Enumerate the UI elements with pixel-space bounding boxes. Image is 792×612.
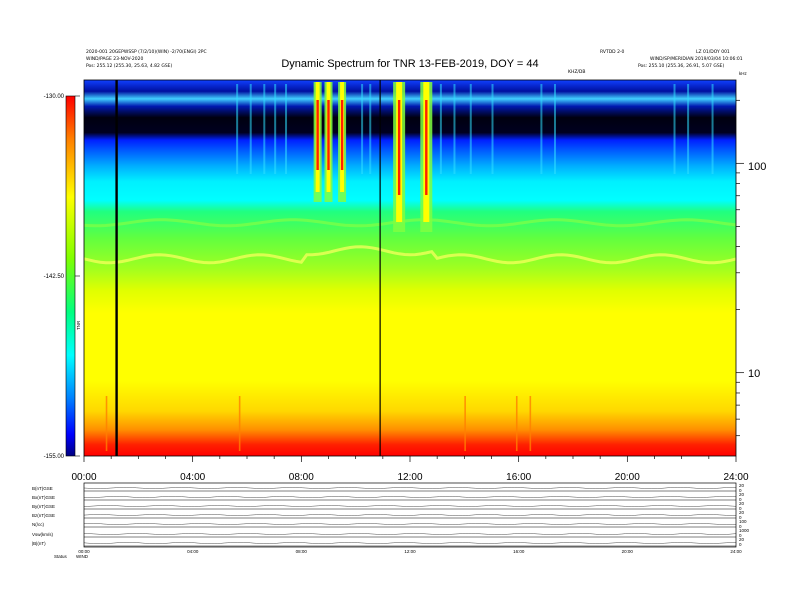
spectrogram-background <box>84 80 736 456</box>
spectrum-streak <box>361 84 364 174</box>
radio-burst-peak <box>340 100 344 170</box>
header-mid-label: KHZ/DB <box>568 70 586 75</box>
low-freq-spike <box>238 396 241 451</box>
colorbar-label: TNR <box>76 320 81 330</box>
radio-burst-peak <box>397 100 401 195</box>
colorbar <box>65 95 76 457</box>
colorbar-tick-bottom: -155.00 <box>44 454 65 460</box>
spectrum-streak <box>540 84 543 174</box>
panel-rtick-11: 0 <box>739 533 742 538</box>
panel-rtick-0: 20 <box>739 483 745 488</box>
header-left-line3: Pos: 255.12 (255.30, 25.63, 4.82 GSE) <box>86 64 173 69</box>
panel-time-3: 12:00 <box>404 549 416 554</box>
panel-trace <box>83 523 737 525</box>
panel-time-1: 04:00 <box>187 549 199 554</box>
panel-time-6: 24:00 <box>730 549 742 554</box>
radio-burst-peak <box>425 100 428 195</box>
radio-burst-peak <box>316 100 319 170</box>
spectrum-streak <box>274 84 277 174</box>
panel-time-4: 16:00 <box>513 549 525 554</box>
colorbar-tick-top: -130.00 <box>44 94 65 100</box>
panel-trace <box>83 496 737 498</box>
header-left-line2: WIND/PAGE 23-NOV-2020 <box>86 57 144 62</box>
panel-time-0: 00:00 <box>78 549 90 554</box>
spectrum-streak <box>687 84 690 174</box>
spectrum-streak <box>285 84 288 174</box>
panel-rtick-6: 20 <box>739 510 745 515</box>
spectrum-streak <box>673 84 676 174</box>
time-axis <box>83 456 737 462</box>
colorbar-tick-mid: -142.50 <box>44 274 65 280</box>
freq-tick-10: 10 <box>748 368 760 380</box>
panel-rtick-10: 1000 <box>739 528 750 533</box>
panel-label-5: Vsw(km/s) <box>32 532 53 537</box>
panel-trace <box>83 514 736 516</box>
spectrum-streak <box>453 84 456 174</box>
spectrogram-overlays <box>83 80 737 456</box>
footer-label: Status <box>54 554 68 559</box>
time-tick-1: 04:00 <box>180 472 205 483</box>
spectrum-streak <box>491 84 494 174</box>
time-tick-6: 24:00 <box>723 472 748 483</box>
radio-burst-peak <box>327 100 330 170</box>
panel-label-6: |B|(nT) <box>32 541 46 546</box>
chart-title: Dynamic Spectrum for TNR 13-FEB-2019, DO… <box>281 58 539 70</box>
panel-label-4: N(/cc) <box>32 522 44 527</box>
header-right-line3: Pos: 255.10 (255.36, 26.91, 5.07 GSE) <box>638 64 725 69</box>
panel-trace <box>83 505 737 507</box>
low-freq-spike <box>515 396 518 451</box>
header-right-corner: LZ 01/DOY 001 <box>696 50 730 55</box>
panel-rtick-9: 0 <box>739 524 742 529</box>
spectrum-streak <box>469 84 472 174</box>
panel-rtick-4: 20 <box>739 501 745 506</box>
band-boundary-yellow <box>83 245 737 265</box>
low-freq-spike <box>529 396 532 451</box>
header-right-line2: WIND/SP/MERIDIAN 2019/03/04 10:06:01 <box>650 57 743 62</box>
panel-trace <box>83 533 737 535</box>
time-tick-0: 00:00 <box>71 472 96 483</box>
panel-trace <box>83 487 736 489</box>
spectrum-streak <box>369 84 372 174</box>
band-boundary-green <box>83 218 737 228</box>
time-tick-3: 12:00 <box>397 472 422 483</box>
frequency-axis <box>736 99 744 437</box>
panel-label-2: By(nT)GSE <box>32 504 55 509</box>
header-left-line1: 2020-001 20GEPWSSP (7/2/10)(WIN) -2/70(E… <box>86 50 207 55</box>
spectrum-streak <box>263 84 266 174</box>
panel-rtick-7: 0 <box>739 515 742 520</box>
spectrum-streak <box>236 84 239 174</box>
lower-panels <box>83 482 737 548</box>
time-tick-5: 20:00 <box>615 472 640 483</box>
freq-tick-100: 100 <box>748 161 766 173</box>
time-tick-4: 16:00 <box>506 472 531 483</box>
footer-value: WIND <box>76 554 89 559</box>
freq-axis-unit: kHz <box>739 71 747 76</box>
panel-rtick-13: 0 <box>739 542 742 547</box>
panel-time-5: 20:00 <box>622 549 634 554</box>
panel-rtick-2: 20 <box>739 492 745 497</box>
spectrum-streak <box>553 84 556 174</box>
spectrum-streak <box>249 84 252 174</box>
spectrum-streak <box>711 84 714 174</box>
header-center-right: RVTDD 2-0 <box>600 50 625 55</box>
panel-rtick-3: 0 <box>739 497 742 502</box>
low-freq-spike <box>464 396 466 451</box>
panel-rtick-5: 0 <box>739 506 742 511</box>
panel-label-1: Bx(nT)GSE <box>32 495 55 500</box>
low-freq-spike <box>105 396 108 451</box>
panel-trace <box>83 542 737 544</box>
panel-label-0: B(nT)GSE <box>32 486 53 491</box>
panel-label-3: Bz(nT)GSE <box>32 513 55 518</box>
panel-time-2: 08:00 <box>296 549 308 554</box>
panel-rtick-8: 100 <box>739 519 747 524</box>
time-tick-2: 08:00 <box>289 472 314 483</box>
spectrum-streak <box>439 84 442 174</box>
panel-rtick-1: 0 <box>739 488 742 493</box>
panel-rtick-12: 20 <box>739 537 745 542</box>
